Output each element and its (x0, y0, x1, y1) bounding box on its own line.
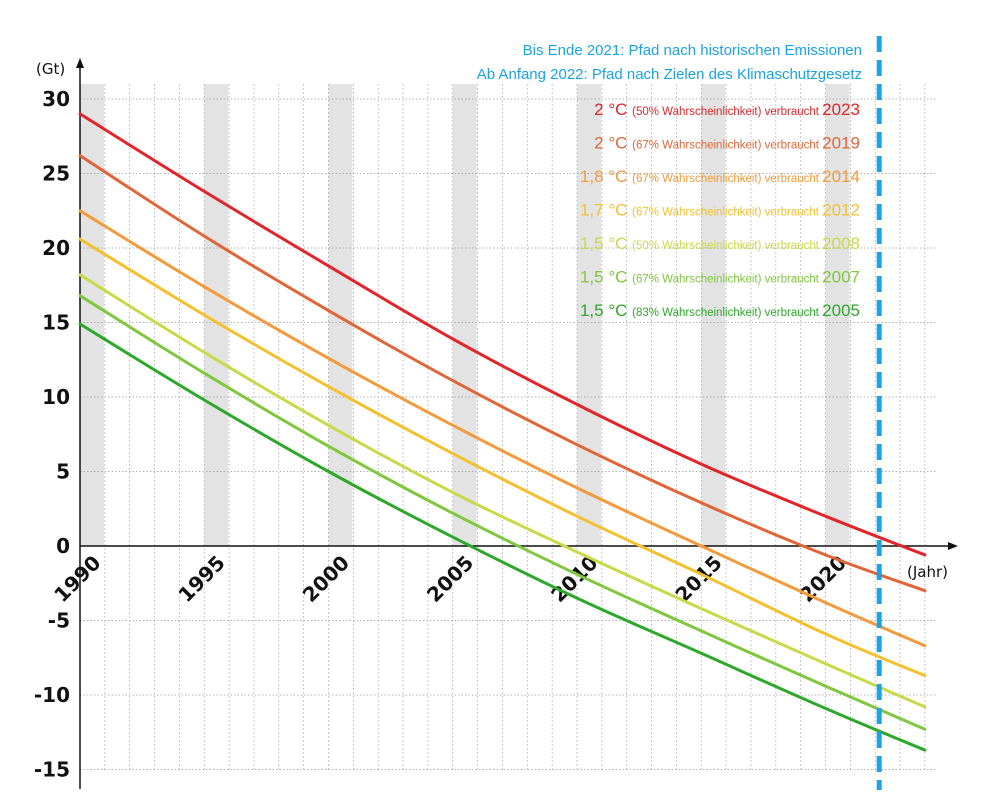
x-tick-label: 2005 (422, 551, 478, 607)
x-tick-label: 1990 (49, 551, 105, 607)
shaded-year-bands (80, 84, 850, 546)
legend-entry-2: 1,8 °C (67% Wahrscheinlichkeit) verbrauc… (580, 167, 860, 186)
series-line-2014-2 (78, 209, 927, 648)
legend: 2 °C (50% Wahrscheinlichkeit) verbraucht… (580, 100, 860, 320)
x-tick-label: 2000 (298, 551, 354, 607)
y-tick-label: 10 (42, 385, 70, 409)
legend-text-part: 1,5 °C (580, 268, 632, 287)
legend-text-part: (67% Wahrscheinlichkeit) (632, 207, 765, 219)
legend-text-part: verbraucht (765, 207, 823, 219)
legend-text-part: 2005 (822, 301, 860, 320)
legend-text-part: 2019 (822, 134, 860, 153)
legend-entry-5: 1,5 °C (67% Wahrscheinlichkeit) verbrauc… (580, 268, 860, 287)
legend-text-part: 2008 (822, 234, 860, 253)
legend-text-part: (50% Wahrscheinlichkeit) (632, 106, 765, 118)
legend-text-part: 1,7 °C (580, 201, 632, 220)
y-tick-label: 30 (42, 87, 70, 111)
x-axis-label: (Jahr) (907, 563, 948, 581)
y-tick-label: 15 (42, 311, 70, 335)
legend-text-part: 2012 (822, 201, 860, 220)
series-line-2012-3 (78, 237, 927, 678)
annotation-line-2: Ab Anfang 2022: Pfad nach Zielen des Kli… (477, 66, 862, 83)
shade-band-2010 (577, 84, 601, 546)
shade-band-1995 (204, 84, 229, 546)
legend-text-part: 1,5 °C (580, 234, 632, 253)
legend-text-part: (83% Wahrscheinlichkeit) (632, 307, 765, 319)
legend-entry-6: 1,5 °C (83% Wahrscheinlichkeit) verbrauc… (580, 301, 860, 320)
legend-text-part: 2 °C (594, 100, 632, 119)
legend-text-part: (67% Wahrscheinlichkeit) (632, 274, 765, 286)
legend-entry-0: 2 °C (50% Wahrscheinlichkeit) verbraucht… (594, 100, 860, 119)
legend-text-part: 2023 (822, 100, 860, 119)
legend-entry-4: 1,5 °C (50% Wahrscheinlichkeit) verbrauc… (580, 234, 860, 253)
legend-entry-3: 1,7 °C (67% Wahrscheinlichkeit) verbrauc… (580, 201, 860, 220)
legend-text-part: verbraucht (765, 140, 823, 152)
legend-entry-1: 2 °C (67% Wahrscheinlichkeit) verbraucht… (594, 134, 860, 153)
legend-text-part: 2 °C (594, 134, 632, 153)
legend-text-part: 2007 (822, 268, 860, 287)
legend-text-part: (67% Wahrscheinlichkeit) (632, 173, 765, 185)
y-tick-label: -15 (34, 758, 70, 782)
series-line-2008-4 (78, 273, 927, 709)
annotation-line-1: Bis Ende 2021: Pfad nach historischen Em… (523, 42, 862, 59)
y-axis-label: (Gt) (36, 60, 65, 78)
shade-band-2005 (452, 84, 477, 546)
y-tick-labels: 30 25 20 15 10 5 0 -5 -10 -15 (34, 87, 70, 782)
legend-text-part: verbraucht (765, 106, 823, 118)
y-tick-label: 25 (42, 162, 70, 186)
y-axis-arrow (76, 58, 84, 68)
x-tick-label: 1995 (173, 551, 229, 607)
legend-text-part: 2014 (822, 167, 860, 186)
x-tick-label: 2020 (795, 551, 851, 607)
shade-band-2020 (825, 84, 850, 546)
legend-text-part: 1,5 °C (580, 301, 632, 320)
shade-band-2000 (328, 84, 353, 546)
series-line-2023-0 (78, 112, 927, 557)
legend-text-part: verbraucht (765, 274, 823, 286)
legend-text-part: verbraucht (765, 240, 823, 252)
series-line-2007-5 (78, 294, 927, 731)
y-tick-label: 0 (56, 534, 70, 558)
y-tick-label: 20 (42, 236, 70, 260)
legend-text-part: verbraucht (765, 307, 823, 319)
series-line-2005-6 (78, 322, 927, 752)
legend-text-part: verbraucht (765, 173, 823, 185)
legend-text-part: (50% Wahrscheinlichkeit) (632, 240, 765, 252)
shade-band-1990 (80, 84, 104, 546)
y-tick-label: -10 (34, 683, 70, 707)
x-axis-arrow (948, 542, 958, 550)
legend-text-part: (67% Wahrscheinlichkeit) (632, 140, 765, 152)
legend-text-part: 1,8 °C (580, 167, 632, 186)
series-lines (78, 112, 927, 752)
y-tick-label: -5 (48, 609, 70, 633)
series-line-2019-1 (78, 154, 927, 593)
y-tick-label: 5 (56, 460, 70, 484)
